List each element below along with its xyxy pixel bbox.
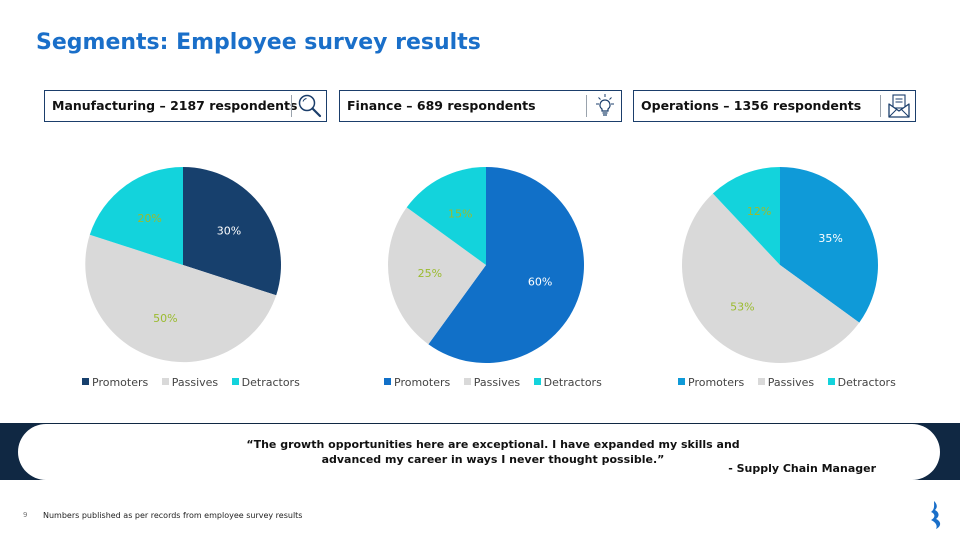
quote-line-1: “The growth opportunities here are excep…: [246, 438, 740, 451]
quote-text: “The growth opportunities here are excep…: [18, 437, 960, 467]
envelope-icon: [888, 94, 910, 118]
pie-slice-passives: [681, 193, 860, 364]
legend-swatch: [533, 378, 541, 385]
legend-manufacturing: Promoters Passives Detractors: [82, 376, 362, 389]
segment-label: Finance – 689 respondents: [347, 98, 536, 113]
company-logo: [931, 501, 941, 529]
legend-item-detractors: Detractors: [231, 376, 300, 389]
segment-box-operations: Operations – 1356 respondents: [633, 90, 916, 122]
legend-item-promoters: Promoters: [678, 376, 744, 389]
pie-slice-detractors: [406, 167, 486, 265]
segment-label: Manufacturing – 2187 respondents: [52, 98, 298, 113]
legend-swatch: [827, 378, 835, 385]
data-label-detractors: 12%: [747, 205, 771, 218]
pie-slice-promoters: [428, 167, 585, 363]
segment-divider: [291, 95, 292, 117]
legend-label: Passives: [473, 376, 521, 389]
data-label-detractors: 20%: [137, 212, 161, 225]
quote-author: - Supply Chain Manager: [728, 462, 876, 475]
data-label-passives: 25%: [418, 267, 442, 280]
legend-label: Detractors: [837, 376, 896, 389]
legend-label: Passives: [171, 376, 219, 389]
pie-slice-promoters: [183, 167, 281, 296]
legend-swatch: [231, 378, 239, 385]
legend-swatch: [384, 378, 391, 385]
lightbulb-icon: [596, 94, 614, 116]
data-label-promoters: 30%: [217, 225, 241, 238]
legend-swatch: [82, 378, 89, 385]
segment-box-finance: Finance – 689 respondents: [339, 90, 622, 122]
segment-divider: [880, 95, 881, 117]
legend-swatch: [678, 378, 685, 385]
pie-slice-passives: [85, 234, 277, 363]
pie-slice-promoters: [780, 167, 878, 323]
legend-item-detractors: Detractors: [827, 376, 896, 389]
legend-operations: Promoters Passives Detractors: [678, 376, 958, 389]
legend-label: Promoters: [92, 376, 149, 389]
legend-finance: Promoters Passives Detractors: [384, 376, 664, 389]
legend-label: Promoters: [688, 376, 745, 389]
segment-box-manufacturing: Manufacturing – 2187 respondents: [44, 90, 327, 122]
data-label-passives: 53%: [730, 301, 754, 314]
quote-box: “The growth opportunities here are excep…: [18, 424, 940, 480]
legend-item-promoters: Promoters: [384, 376, 450, 389]
legend-label: Passives: [767, 376, 815, 389]
legend-swatch: [757, 378, 765, 385]
page-title: Segments: Employee survey results: [36, 30, 481, 55]
segment-label: Operations – 1356 respondents: [641, 98, 862, 113]
legend-swatch: [161, 378, 169, 385]
data-label-detractors: 15%: [448, 207, 472, 220]
legend-swatch: [463, 378, 471, 385]
legend-item-passives: Passives: [161, 376, 219, 389]
data-label-passives: 50%: [153, 312, 177, 325]
operations-pie-chart: 35% 53% 12%: [681, 167, 878, 364]
legend-item-detractors: Detractors: [533, 376, 602, 389]
manufacturing-pie-chart: 30% 50% 20%: [85, 167, 281, 363]
pie-slice-detractors: [712, 167, 780, 265]
footnote: Numbers published as per records from em…: [43, 511, 303, 520]
magnifier-icon: [298, 94, 322, 118]
legend-item-passives: Passives: [463, 376, 521, 389]
legend-item-promoters: Promoters: [82, 376, 148, 389]
finance-pie-chart: 60% 25% 15%: [388, 167, 585, 363]
legend-label: Promoters: [394, 376, 451, 389]
segment-divider: [586, 95, 587, 117]
pie-slice-passives: [388, 207, 486, 345]
pie-slice-detractors: [89, 167, 183, 265]
legend-item-passives: Passives: [757, 376, 815, 389]
quote-line-2: advanced my career in ways I never thoug…: [321, 453, 665, 466]
data-label-promoters: 35%: [818, 232, 842, 245]
legend-label: Detractors: [241, 376, 300, 389]
legend-label: Detractors: [543, 376, 602, 389]
page-number: 9: [23, 511, 28, 519]
data-label-promoters: 60%: [528, 276, 552, 289]
